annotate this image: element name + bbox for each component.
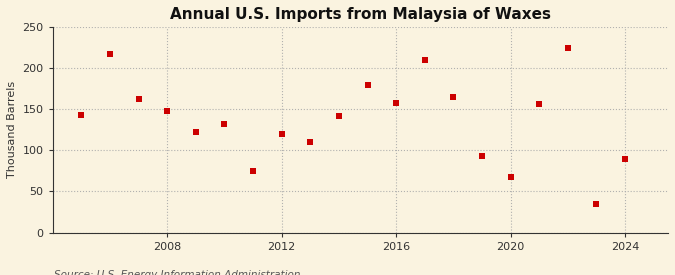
Point — [248, 169, 259, 173]
Point — [620, 156, 630, 161]
Point — [505, 175, 516, 179]
Point — [133, 97, 144, 101]
Point — [448, 95, 459, 99]
Point — [362, 82, 373, 87]
Point — [591, 202, 602, 206]
Title: Annual U.S. Imports from Malaysia of Waxes: Annual U.S. Imports from Malaysia of Wax… — [170, 7, 551, 22]
Point — [162, 109, 173, 113]
Point — [276, 132, 287, 136]
Y-axis label: Thousand Barrels: Thousand Barrels — [7, 81, 17, 178]
Point — [190, 130, 201, 134]
Point — [305, 140, 316, 144]
Point — [391, 101, 402, 105]
Point — [477, 154, 487, 158]
Point — [333, 114, 344, 118]
Text: Source: U.S. Energy Information Administration: Source: U.S. Energy Information Administ… — [54, 271, 300, 275]
Point — [219, 122, 230, 126]
Point — [76, 113, 86, 117]
Point — [562, 46, 573, 50]
Point — [419, 58, 430, 62]
Point — [534, 101, 545, 106]
Point — [105, 51, 115, 56]
